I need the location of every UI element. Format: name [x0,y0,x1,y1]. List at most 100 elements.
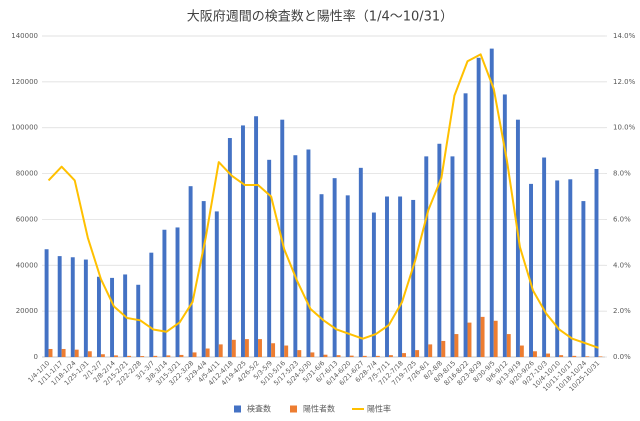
bar [310,352,315,357]
bar [454,334,459,357]
y-tick-label: 100000 [11,124,38,132]
y2-tick-label: 10.0% [613,124,636,132]
bar [362,355,367,357]
y-tick-label: 0 [34,353,38,361]
bar [70,257,75,357]
bar [559,355,564,357]
bar [493,320,498,357]
bar [424,156,429,357]
bar [205,348,210,357]
bar [371,212,376,357]
bar [83,259,88,357]
bar [57,256,62,357]
bar [254,116,259,357]
bar [192,352,197,357]
bar [293,155,298,357]
legend-label: 陽性者数 [303,404,335,414]
bar [532,351,537,357]
y-tick-label: 80000 [16,170,38,178]
bar [271,343,276,357]
y-tick-label: 60000 [16,215,38,223]
bar [100,354,105,357]
bar [231,339,236,357]
y2-tick-label: 12.0% [613,78,636,86]
bar [519,345,524,357]
legend-swatch [234,405,241,413]
y-tick-label: 40000 [16,261,38,269]
bar [162,229,167,357]
bar [44,249,49,357]
bar [153,355,158,357]
bar [555,180,560,357]
bar [388,355,393,357]
bar [114,355,118,357]
bar [467,322,472,357]
bar [284,345,289,357]
bar [463,93,468,358]
y2-tick-label: 2.0% [613,307,631,315]
bar [415,350,420,357]
bar [598,356,603,357]
bar [349,355,354,357]
y2-tick-label: 4.0% [613,261,631,269]
bar [258,339,262,357]
bar [241,125,245,358]
bar [227,138,232,357]
bar [306,149,311,357]
bar [489,48,494,357]
bar [437,143,442,357]
bar [336,355,341,357]
bar [214,211,219,357]
legend-label: 検査数 [247,404,271,414]
bar [149,252,154,357]
bar [244,339,249,357]
y-tick-label: 120000 [11,78,38,86]
bar [345,195,350,357]
bar [61,348,66,357]
y-tick-label: 20000 [16,307,38,315]
bar [127,355,132,357]
bar [319,194,324,357]
y2-tick-label: 0.0% [613,353,631,361]
bar [267,159,272,357]
bar [546,353,551,357]
bar [375,355,380,357]
bar [175,227,180,357]
bar [398,196,403,357]
bar [542,157,547,357]
bar [140,356,145,357]
bar [297,350,302,357]
bar [332,178,337,357]
bar [96,276,101,357]
bar [179,354,184,357]
y2-tick-label: 6.0% [613,215,631,223]
bar [358,167,363,357]
bar [441,340,446,357]
y2-tick-label: 14.0% [613,32,636,40]
bar [48,348,53,357]
bar [201,201,206,357]
bar [166,355,171,357]
bar [480,316,485,357]
rate-line [47,53,599,349]
bar [323,354,328,357]
bar [402,353,406,357]
bar [568,179,573,357]
chart-title: 大阪府週間の検査数と陽性率（1/4～10/31） [187,9,453,25]
bar [87,351,92,357]
y-tick-label: 140000 [11,32,38,40]
bar [188,186,193,357]
bar [581,201,586,357]
bar [218,344,223,357]
bar [385,196,389,357]
bar [110,277,115,357]
bar [502,94,507,357]
bar [428,344,433,357]
legend-swatch [290,405,297,413]
bar [411,199,416,357]
bar [506,334,511,357]
y2-tick-label: 8.0% [613,170,631,178]
bar [572,355,577,357]
bar [585,356,590,357]
